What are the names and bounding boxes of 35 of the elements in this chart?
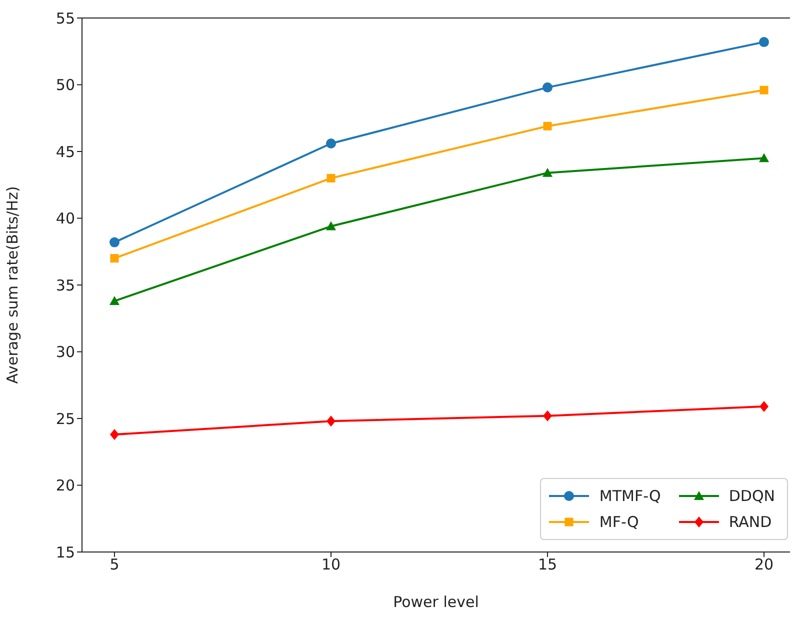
point (542, 168, 553, 177)
x-tick-label: 15 (538, 556, 558, 574)
point (759, 153, 770, 162)
y-tick-label: 50 (56, 76, 75, 94)
x-tick-label: 10 (321, 556, 341, 574)
point (760, 400, 769, 412)
point (326, 174, 336, 182)
point (326, 138, 336, 148)
point (109, 237, 120, 248)
y-tick-label: 20 (56, 476, 75, 495)
y-tick-label: 15 (56, 543, 75, 562)
legend-label: MTMF-Q (599, 487, 661, 505)
y-tick-label: 25 (56, 410, 75, 428)
legend-label: MF-Q (599, 513, 639, 531)
legend-label: DDQN (728, 487, 775, 505)
x-tick-label: 5 (110, 556, 120, 574)
point (542, 82, 553, 92)
y-tick-label: 40 (56, 210, 75, 228)
y-tick-label: 35 (56, 276, 75, 294)
y-axis-title: Average sum rate(Bits/Hz) (3, 186, 22, 384)
point (760, 86, 768, 94)
point (543, 122, 552, 130)
x-tick-label: 20 (754, 556, 774, 574)
y-tick-label: 55 (56, 9, 75, 28)
point (326, 221, 336, 230)
point (109, 296, 120, 306)
legend-label: RAND (728, 513, 772, 531)
point (543, 410, 552, 422)
point (110, 254, 119, 263)
point (110, 429, 119, 440)
y-tick-label: 30 (56, 343, 75, 362)
x-axis-title: Power level (393, 593, 479, 611)
point (326, 416, 336, 427)
y-tick-label: 45 (56, 142, 75, 161)
point (759, 37, 770, 48)
